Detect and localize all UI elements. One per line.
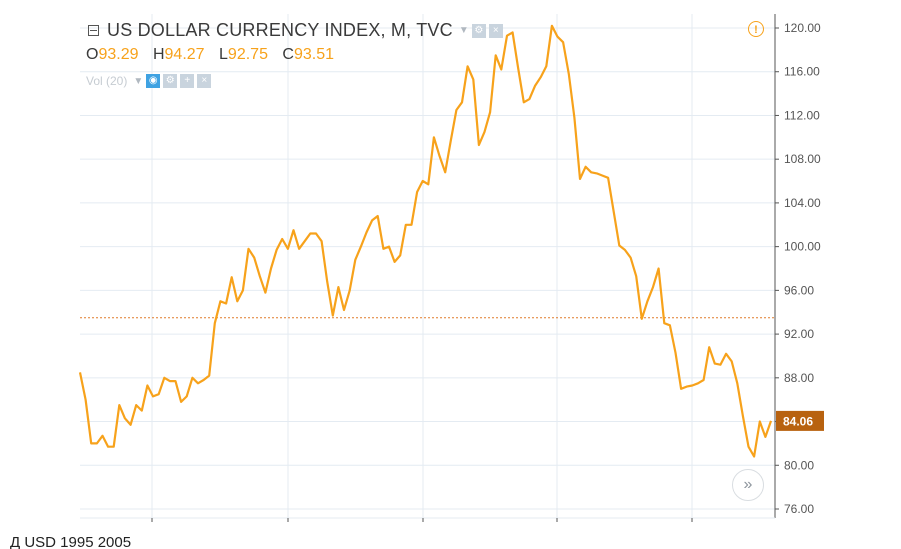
volume-label: Vol (20) xyxy=(86,74,128,88)
price-tick-label: 88.00 xyxy=(784,371,814,385)
price-tick-label: 120.00 xyxy=(784,21,821,35)
price-tick-label: 80.00 xyxy=(784,458,814,472)
price-tick-label: 116.00 xyxy=(784,65,820,79)
footer-caption: Д USD 1995 2005 xyxy=(10,534,132,549)
settings-icon[interactable]: ⚙ xyxy=(471,23,486,38)
series-line-us-dollar-index xyxy=(78,24,773,458)
price-tick-label: 92.00 xyxy=(784,327,814,341)
price-tick-label: 96.00 xyxy=(784,283,814,297)
high-value: 94.27 xyxy=(164,46,205,63)
alert-icon[interactable]: ! xyxy=(748,21,764,37)
current-price-badge-bg xyxy=(776,410,824,431)
high-key: H xyxy=(152,46,165,63)
symbol-legend[interactable]: US DOLLAR CURRENCY INDEX, M, TVC ▼ ⚙ × xyxy=(88,20,503,41)
volume-legend[interactable]: Vol (20) ▼ ◉ ⚙ + × xyxy=(86,74,212,88)
price-axis[interactable]: 120.00 116.00 112.00 108.00 104.00 100.00 96.0… xyxy=(80,14,821,522)
chart-grid xyxy=(80,14,775,518)
close-icon[interactable]: × xyxy=(488,23,503,38)
price-tick-label: 100.00 xyxy=(784,240,821,254)
settings-icon[interactable]: ⚙ xyxy=(163,74,178,88)
ohlc-values: O93.29 H94.27 L92.75 C93.51 xyxy=(86,46,344,64)
plus-icon[interactable]: + xyxy=(180,74,195,88)
symbol-title: US DOLLAR CURRENCY INDEX, M, TVC xyxy=(107,20,453,40)
price-tick-label: 104.00 xyxy=(784,196,821,210)
caret-down-icon[interactable]: ▼ xyxy=(133,75,144,87)
price-tick-label: 108.00 xyxy=(784,152,821,166)
open-value: 93.29 xyxy=(98,46,139,63)
price-tick-label: 112.00 xyxy=(784,108,820,122)
current-price-label: 84.06 xyxy=(783,414,813,428)
low-value: 92.75 xyxy=(227,46,268,63)
caret-down-icon[interactable]: ▼ xyxy=(458,25,469,36)
close-value: 93.51 xyxy=(293,46,335,63)
current-price-badge: 84.06 xyxy=(776,410,824,431)
scroll-to-realtime-button[interactable]: » xyxy=(732,469,764,501)
open-key: O xyxy=(86,46,99,63)
collapse-icon[interactable] xyxy=(88,25,99,36)
low-key: L xyxy=(219,46,228,63)
eye-icon[interactable]: ◉ xyxy=(146,74,161,88)
close-icon[interactable]: × xyxy=(197,74,212,88)
close-key: C xyxy=(282,46,294,63)
price-tick-label: 76.00 xyxy=(784,502,814,516)
